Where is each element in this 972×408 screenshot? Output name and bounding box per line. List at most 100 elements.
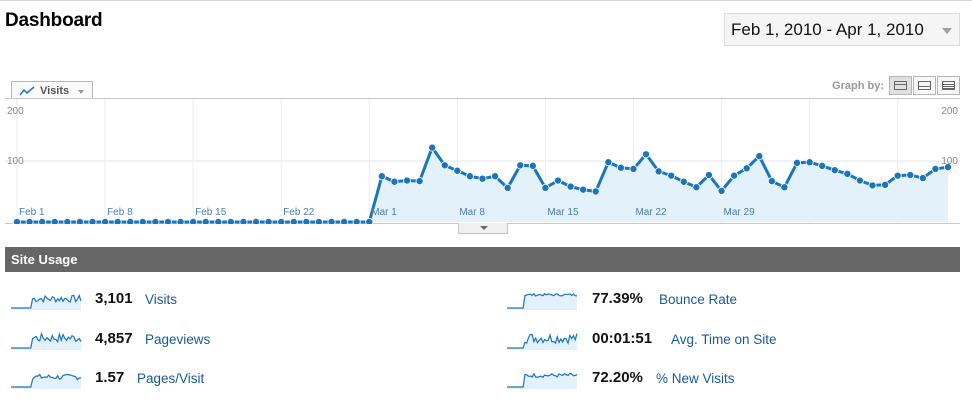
data-point — [793, 158, 802, 167]
data-point — [855, 176, 864, 185]
data-point — [629, 164, 638, 173]
data-point — [440, 161, 449, 170]
data-point — [201, 218, 210, 224]
visits-area — [17, 147, 948, 222]
sparkline-line — [507, 372, 578, 388]
stat-label-link[interactable]: Visits — [145, 292, 178, 307]
stat-label-link[interactable]: Bounce Rate — [659, 292, 738, 307]
data-point — [264, 218, 273, 224]
sparkline-area — [11, 333, 81, 350]
site-usage-stat: 77.39% Bounce Rate — [506, 289, 946, 311]
data-point — [25, 218, 34, 224]
data-point — [843, 169, 852, 178]
data-point — [906, 171, 915, 180]
data-point — [566, 182, 575, 191]
stat-label-link[interactable]: Pageviews — [145, 332, 211, 347]
data-point — [730, 171, 739, 180]
data-point — [214, 218, 223, 224]
data-point — [742, 164, 751, 173]
data-point — [75, 218, 84, 224]
metric-tab-label: Visits — [40, 85, 70, 97]
data-point — [189, 218, 198, 224]
y-tick-label-right: 200 — [941, 106, 958, 117]
data-point — [277, 218, 286, 224]
data-point — [365, 218, 374, 224]
x-tick-label: Mar 15 — [547, 207, 579, 218]
graph-by-month-icon-line-3 — [943, 88, 954, 89]
data-point — [516, 161, 525, 170]
date-range-picker[interactable]: Feb 1, 2010 - Apr 1, 2010 — [724, 13, 960, 46]
graph-by-month-icon-line-1 — [943, 84, 954, 85]
data-point — [667, 171, 676, 180]
site-usage-stat: 3,101 Visits — [10, 289, 450, 311]
data-point — [805, 158, 814, 167]
x-tick-label: Mar 8 — [459, 207, 485, 218]
data-point — [428, 143, 437, 152]
graph-by-week-icon-line — [919, 86, 930, 87]
data-point — [679, 177, 688, 186]
site-usage-stat: 1.57 Pages/Visit — [10, 368, 450, 390]
data-point — [503, 183, 512, 192]
stat-value: 3,101 — [95, 290, 133, 307]
site-usage-stat: 4,857 Pageviews — [10, 329, 450, 351]
x-tick-label: Mar 22 — [635, 207, 667, 218]
graph-expand-toggle[interactable] — [458, 223, 508, 234]
data-point — [13, 218, 21, 224]
data-point — [101, 218, 110, 224]
x-tick-label: Mar 1 — [371, 207, 397, 218]
data-point — [881, 180, 890, 189]
data-point — [50, 218, 59, 224]
sparkline-line — [11, 293, 82, 309]
sparkline-chart — [11, 331, 82, 350]
data-point — [340, 218, 349, 224]
data-point — [654, 167, 663, 176]
data-point — [252, 218, 261, 224]
data-point — [113, 218, 122, 224]
sparkline-line — [507, 292, 578, 309]
graph-by-day-button[interactable] — [889, 76, 912, 95]
sparkline-line — [11, 373, 82, 388]
metric-selector-tab[interactable]: Visits — [11, 81, 93, 100]
sparkline-area — [11, 295, 81, 310]
data-point — [314, 218, 323, 224]
x-tick-label: Feb 1 — [19, 207, 45, 218]
graph-by-week-button[interactable] — [913, 76, 936, 95]
data-point — [63, 218, 72, 224]
data-point — [755, 152, 764, 161]
y-tick-label-left: 200 — [7, 106, 24, 117]
graph-by-month-button[interactable] — [937, 76, 960, 95]
data-point — [352, 218, 361, 224]
data-point — [327, 218, 336, 224]
data-point — [176, 218, 185, 224]
graph-by-month-icon — [942, 81, 955, 90]
data-point — [604, 158, 613, 167]
data-point — [717, 186, 726, 195]
top-border — [0, 0, 972, 1]
stat-label-link[interactable]: % New Visits — [656, 371, 735, 386]
sparkline-area — [507, 373, 577, 389]
data-point — [767, 177, 776, 186]
sparkline-chart — [507, 332, 578, 350]
caret-down-icon — [480, 226, 488, 230]
data-point — [390, 177, 399, 186]
sparkline-chart — [11, 373, 82, 389]
data-point — [944, 163, 953, 172]
data-point — [403, 176, 412, 185]
data-point — [239, 218, 248, 224]
graph-by-week-icon — [918, 81, 931, 90]
x-tick-label: Mar 29 — [724, 207, 756, 218]
stat-label-link[interactable]: Pages/Visit — [137, 371, 205, 386]
data-point — [553, 176, 562, 185]
data-point — [591, 187, 600, 196]
graph-by-day-icon-line — [895, 84, 906, 85]
sparkline-chart — [11, 293, 82, 310]
data-point — [818, 161, 827, 170]
graph-by-month-icon-line-2 — [943, 86, 954, 87]
chevron-down-icon — [78, 90, 84, 94]
data-point — [704, 171, 713, 180]
data-point — [151, 218, 160, 224]
page-title: Dashboard — [5, 10, 103, 31]
chevron-down-icon — [942, 28, 952, 34]
stat-label-link[interactable]: Avg. Time on Site — [671, 332, 777, 347]
stat-value: 00:01:51 — [592, 330, 653, 347]
